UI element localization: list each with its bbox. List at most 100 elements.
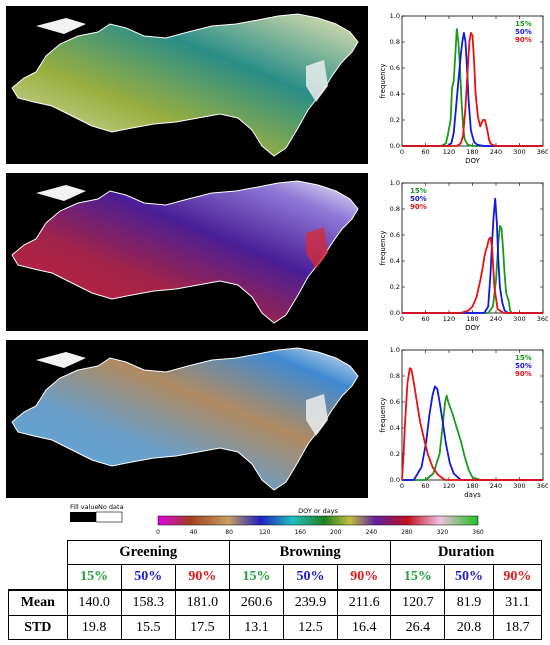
statistics-table: Greening Browning Duration 15% 50% 90% 1… (8, 540, 543, 640)
duration-map (6, 340, 368, 498)
x-tick-label: 360 (537, 482, 548, 490)
table-cell: 181.0 (174, 588, 230, 616)
series-line-90pct (402, 236, 543, 314)
pct-header: 50% (282, 564, 339, 590)
colorbar-tick-label: 320 (437, 529, 449, 536)
y-tick-label: 0.8 (390, 372, 400, 380)
island (36, 18, 86, 34)
x-tick-label: 300 (513, 148, 525, 156)
x-tick-label: 0 (400, 315, 404, 323)
y-axis-label: frequency (379, 397, 387, 432)
x-tick-label: 360 (537, 315, 548, 323)
y-tick-label: 0.4 (390, 257, 400, 265)
table-row: STD 19.8 15.5 17.5 13.1 12.5 16.4 26.4 2… (8, 615, 543, 640)
legend-entry: 90% (515, 36, 532, 44)
greening-frequency-chart: 0 60 120 180 240 300 360 0.0 0.2 0.4 0.6 0.8 1.0 DOY f… (378, 6, 548, 164)
group-header-greening: Greening (66, 540, 230, 565)
fill-value-swatch (70, 512, 96, 522)
x-tick-label: 360 (537, 148, 548, 156)
x-tick-label: 180 (466, 148, 478, 156)
table-cell: 31.1 (492, 588, 543, 616)
colorbar-legend: Fill value No data DOY or days 0 40 80 120 160 2… (70, 504, 490, 540)
y-tick-label: 0.2 (390, 450, 400, 458)
x-tick-label: 120 (443, 148, 455, 156)
x-axis-label: DOY (465, 324, 481, 331)
colorbar-tick-label: 80 (225, 529, 233, 536)
x-tick-label: 300 (513, 482, 525, 490)
x-tick-label: 60 (421, 315, 429, 323)
table-cell: 16.4 (337, 615, 392, 640)
x-tick-label: 120 (443, 482, 455, 490)
legend-entry: 15% (410, 187, 427, 195)
series-line-15pct (402, 28, 543, 147)
pct-header: 15% (390, 564, 446, 590)
no-data-label: No data (98, 504, 124, 511)
x-axis-label: days (464, 491, 481, 498)
pct-header: 15% (66, 564, 122, 590)
x-tick-label: 120 (443, 315, 455, 323)
table-cell: 15.5 (120, 615, 176, 640)
y-tick-label: 0.0 (390, 476, 400, 484)
x-tick-label: 60 (421, 482, 429, 490)
colorbar-tick-label: 280 (401, 529, 413, 536)
landmass (11, 347, 359, 491)
landmass (11, 13, 359, 157)
colorbar-tick-label: 240 (366, 529, 378, 536)
series-line-15pct (402, 225, 543, 314)
group-header-duration: Duration (390, 540, 542, 565)
colorbar-tick-label: 200 (330, 529, 342, 536)
pct-header: 50% (120, 564, 176, 590)
y-tick-label: 0.0 (390, 142, 400, 150)
table-cell: 19.8 (66, 615, 122, 640)
series-line-15pct (402, 394, 543, 481)
pct-header: 90% (337, 564, 392, 590)
table-cell: 158.3 (120, 588, 176, 616)
series-line-90pct (401, 367, 543, 481)
colorbar-tick-label: 0 (156, 529, 160, 536)
y-tick-label: 1.0 (390, 346, 400, 354)
legend-entry: 50% (515, 28, 532, 36)
table-cell: 20.8 (444, 615, 494, 640)
x-tick-label: 0 (400, 148, 404, 156)
colorbar (157, 515, 479, 526)
peninsula (306, 394, 328, 436)
x-tick-label: 60 (421, 148, 429, 156)
row-label-std: STD (8, 615, 68, 640)
x-tick-label: 240 (490, 315, 502, 323)
table-cell: 26.4 (390, 615, 446, 640)
y-axis-label: frequency (379, 63, 387, 98)
peninsula (306, 60, 328, 102)
table-cell: 18.7 (492, 615, 543, 640)
y-tick-label: 0.8 (390, 38, 400, 46)
browning-map (6, 173, 368, 331)
pct-header: 90% (492, 564, 543, 590)
y-tick-label: 0.6 (390, 398, 400, 406)
table-cell: 17.5 (174, 615, 230, 640)
x-tick-label: 240 (490, 148, 502, 156)
fill-value-label: Fill value (70, 504, 99, 511)
table-cell: 140.0 (66, 588, 122, 616)
browning-frequency-chart: 0 60 120 180 240 300 360 0.0 0.2 0.4 0.6 0.8 1.0 DOY f… (378, 173, 548, 331)
x-axis-label: DOY (465, 157, 481, 164)
row-label-mean: Mean (8, 588, 68, 616)
colorbar-tick-label: 160 (294, 529, 306, 536)
x-tick-label: 300 (513, 315, 525, 323)
x-tick-label: 180 (466, 315, 478, 323)
island (36, 352, 86, 368)
table-cell: 81.9 (444, 588, 494, 616)
legend-entry: 15% (515, 354, 532, 362)
table-cell: 260.6 (228, 588, 284, 616)
no-data-swatch (95, 511, 123, 523)
y-tick-label: 0.4 (390, 424, 400, 432)
table-cell: 120.7 (390, 588, 446, 616)
colorbar-tick-label: 360 (472, 529, 484, 536)
pct-header: 15% (228, 564, 284, 590)
x-tick-label: 240 (490, 482, 502, 490)
x-tick-label: 180 (466, 482, 478, 490)
island (36, 185, 86, 201)
table-cell: 12.5 (282, 615, 339, 640)
peninsula (306, 227, 328, 269)
series-line-90pct (402, 31, 543, 147)
y-tick-label: 0.8 (390, 205, 400, 213)
legend-entry: 50% (410, 195, 427, 203)
